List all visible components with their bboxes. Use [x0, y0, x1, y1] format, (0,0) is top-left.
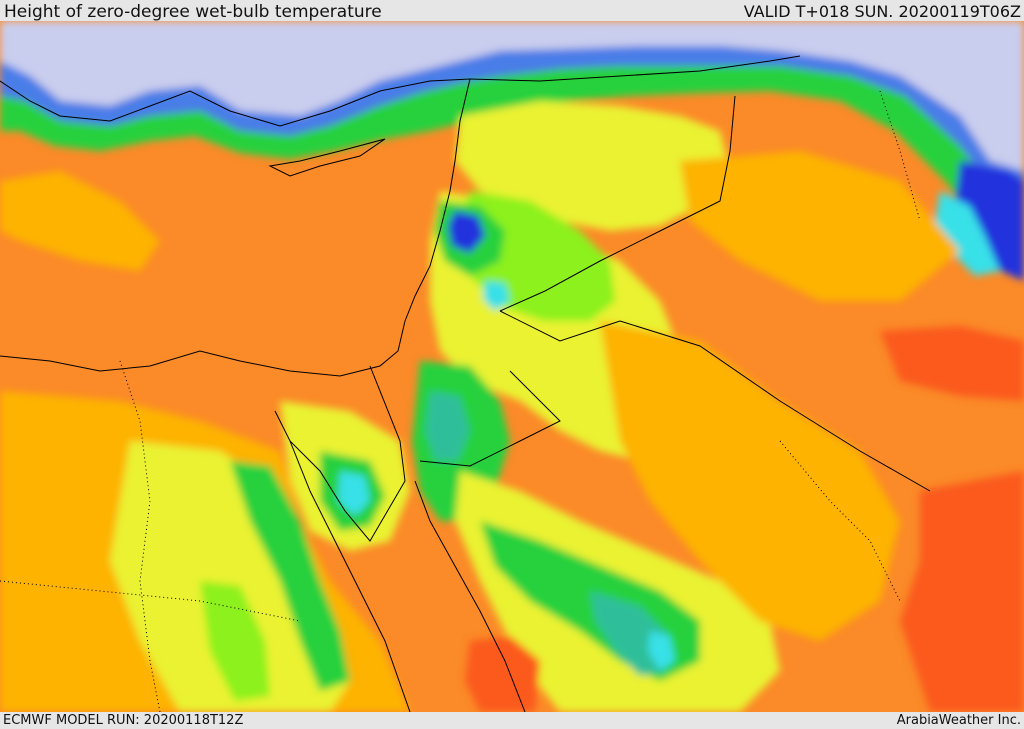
zone-cyan-northeast [935, 191, 1000, 276]
zone-sea-ice-north [0, 21, 1024, 171]
border-arabia-internal [779, 440, 901, 602]
map-header: Height of zero-degree wet-bulb temperatu… [0, 0, 1024, 21]
zone-amber-iraq [680, 151, 960, 301]
coastline-levant [0, 78, 471, 377]
valid-time: VALID T+018 SUN. 20200119T06Z [743, 2, 1021, 21]
border-jordan [419, 310, 621, 467]
zone-green-north [0, 66, 1024, 236]
zone-blue-northeast [955, 161, 1024, 281]
zone-amber-arabia [600, 321, 900, 641]
sinai-outline [274, 365, 406, 542]
red-sea-coast-west [289, 440, 411, 712]
weather-map [0, 21, 1024, 712]
zone-amber-westmed [0, 171, 160, 271]
border-syria-turkey [469, 55, 801, 82]
zone-green-nile [230, 461, 350, 691]
border-iraq-saudi [619, 320, 931, 492]
credit: ArabiaWeather Inc. [896, 713, 1021, 728]
red-sea-coast-east [414, 480, 526, 712]
zone-teal-jordan [425, 391, 470, 461]
zone-yellow-north [455, 101, 730, 231]
borders [0, 55, 931, 712]
zone-teal-hejaz [590, 591, 670, 676]
zone-lime-nile [200, 581, 270, 701]
border-syria-iraq [499, 95, 736, 312]
map-title: Height of zero-degree wet-bulb temperatu… [4, 2, 382, 21]
border-egypt-libya [119, 360, 161, 712]
model-run: ECMWF MODEL RUN: 20200118T12Z [3, 713, 244, 728]
coastline-turkey [0, 78, 471, 127]
zone-red-orange-southeast [900, 471, 1024, 712]
zone-red-orange-redsea [465, 636, 540, 712]
map-footer: ECMWF MODEL RUN: 20200118T12Z ArabiaWeat… [0, 712, 1024, 729]
dotted-borders [0, 90, 921, 712]
zone-yellow-egypt-south [110, 441, 350, 712]
zone-cyan-hejaz [648, 631, 675, 671]
zone-cyan-sinai [338, 471, 370, 516]
cyprus [268, 138, 386, 177]
zone-deep-blue-lebanon [448, 211, 485, 253]
zone-cyan-hermon [483, 281, 510, 311]
zone-red-orange-gulf [880, 326, 1024, 401]
